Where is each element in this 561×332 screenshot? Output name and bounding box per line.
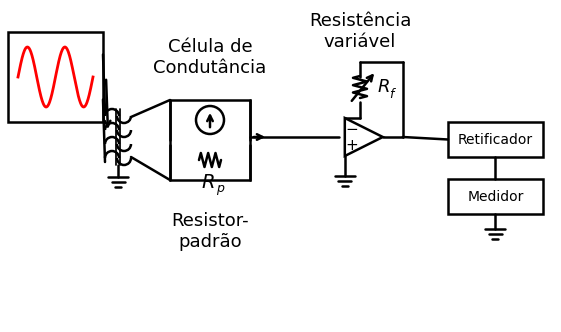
Text: Medidor: Medidor bbox=[467, 190, 523, 204]
Text: +: + bbox=[346, 137, 358, 152]
Text: Retificador: Retificador bbox=[458, 132, 533, 146]
Text: −: − bbox=[346, 122, 358, 136]
Text: R: R bbox=[201, 173, 215, 192]
Text: p: p bbox=[216, 182, 224, 195]
Text: R: R bbox=[378, 78, 390, 96]
Text: Resistência
variável: Resistência variável bbox=[309, 12, 411, 51]
Text: Célula de
Condutância: Célula de Condutância bbox=[153, 38, 266, 77]
Text: Resistor-
padrão: Resistor- padrão bbox=[171, 212, 249, 251]
Bar bbox=[448, 179, 543, 214]
Bar bbox=[8, 32, 103, 122]
Bar bbox=[448, 122, 543, 157]
Bar bbox=[170, 100, 250, 180]
Text: f: f bbox=[389, 88, 393, 101]
